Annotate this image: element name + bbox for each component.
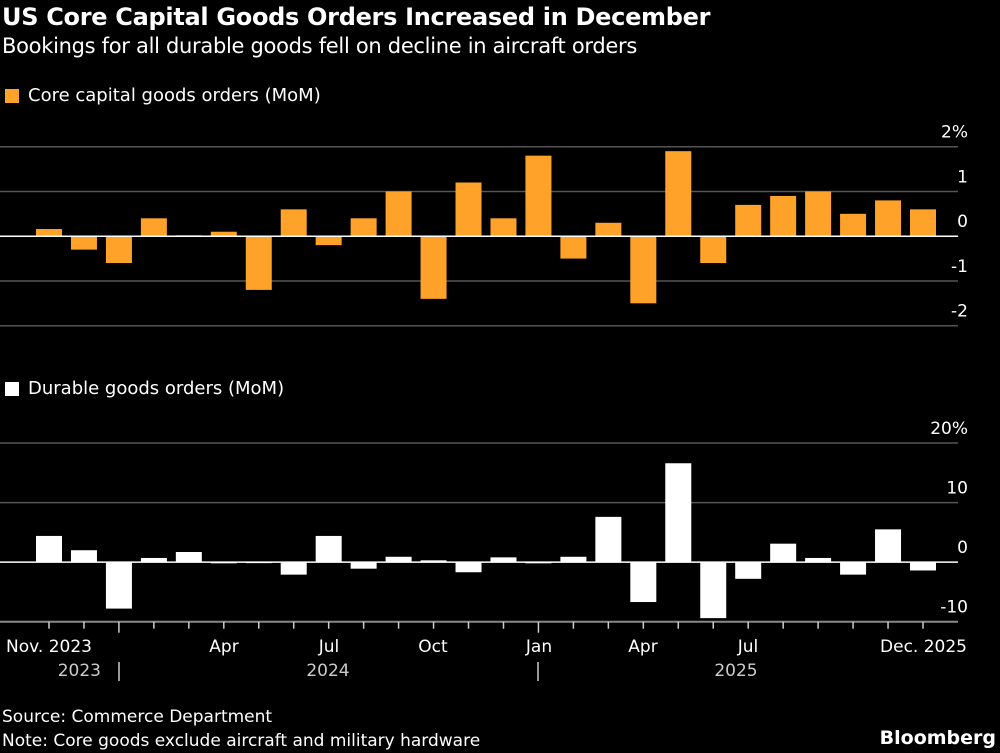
core-bar-2024-04 [210,231,237,237]
durable-bar-2025-06 [700,562,727,619]
y-tick-label: -10 [940,598,968,618]
core-bar-2024-08 [350,218,377,237]
core-bar-2025-10 [840,213,867,237]
core-bar-2023-11 [36,229,62,237]
core-bar-2024-07 [315,236,342,246]
durable-bar-2025-03 [595,516,622,563]
durable-bar-2024-07 [315,535,342,563]
durable-bar-2025-12 [910,562,936,571]
durable-bar-2024-11 [455,562,482,573]
durable-bar-2024-02 [140,557,167,563]
x-tick-label: Jul [737,637,759,657]
legend-swatch-core [5,88,19,103]
durable-bar-2025-08 [770,543,797,563]
durable-bar-2024-01 [105,562,132,609]
core-bar-2025-09 [805,191,832,237]
durable-bar-2024-06 [280,562,307,575]
core-bar-2025-06 [700,236,727,264]
x-tick-label: Oct [418,637,448,657]
core-bar-2024-10 [420,236,447,299]
x-year-label: 2023 [58,661,101,681]
chart-subtitle: Bookings for all durable goods fell on d… [2,34,637,58]
legend-label-core: Core capital goods orders (MoM) [28,85,321,106]
chart-title: US Core Capital Goods Orders Increased i… [2,3,711,31]
core-bar-2024-06 [280,209,307,237]
x-year-label: 2024 [306,661,349,681]
durable-bar-2024-03 [175,552,202,563]
core-bar-2025-04 [630,236,657,304]
durable-bar-2025-07 [735,562,762,579]
core-bar-2024-12 [490,218,517,237]
y-tick-label: 2% [941,123,968,143]
core-bar-2024-09 [385,191,412,237]
x-tick-label: Apr [628,637,657,657]
core-bar-2024-01 [105,236,132,264]
core-bar-2025-02 [560,236,587,259]
x-axis: Nov. 2023 Apr Jul Oct Jan Apr Jul Dec. 2… [6,637,967,681]
x-tick-label: Nov. 2023 [6,637,92,657]
core-bar-2025-07 [735,204,762,237]
core-bar-2025-03 [595,222,622,237]
x-tick-label: Jan [525,637,552,657]
durable-bar-2025-05 [665,463,692,563]
y-tick-label: -2 [951,302,968,322]
core-bar-2025-12 [910,209,936,237]
y-tick-label: 0 [957,538,968,558]
durable-bar-2024-12 [490,557,517,563]
durable-bar-2025-09 [805,557,832,563]
durable-bar-2024-10 [420,560,447,563]
y-tick-label: 0 [957,212,968,232]
durable-bar-2023-11 [36,535,62,563]
y-tick-label: -1 [951,257,968,277]
core-bar-2024-11 [455,182,482,237]
footnote: Note: Core goods exclude aircraft and mi… [2,731,481,751]
durable-bar-2024-09 [385,556,412,563]
durable-bar-2023-12 [70,550,97,563]
core-bar-2025-01 [525,155,552,237]
durable-bar-2025-11 [875,529,902,563]
core-bar-2025-08 [770,195,797,237]
x-tick-label: Apr [209,637,238,657]
durable-bar-2025-04 [630,562,657,603]
y-tick-label: 20% [930,419,968,439]
core-bar-2023-12 [70,236,97,250]
legend-core: Core capital goods orders (MoM) [5,85,321,106]
core-bar-2024-05 [245,236,272,290]
core-bar-2025-05 [665,151,692,237]
durable-bar-2025-10 [840,562,867,575]
durable-chart: 20% 10 0 -10 [0,419,968,633]
core-bar-2025-11 [875,200,902,237]
y-tick-label: 10 [946,479,968,499]
y-tick-label: 1 [957,167,968,187]
x-tick-label: Jul [318,637,340,657]
x-tick-label: Dec. 2025 [880,637,967,657]
core-bar-2024-02 [140,218,167,237]
core-chart: 2% 1 0 -1 -2 [0,123,968,327]
legend-swatch-durable [5,381,19,396]
durable-bar-2024-08 [350,562,377,569]
legend-durable: Durable goods orders (MoM) [5,378,284,399]
x-year-label: 2025 [714,661,757,681]
legend-label-durable: Durable goods orders (MoM) [28,378,285,399]
source-note: Source: Commerce Department [2,707,273,727]
durable-bar-2025-02 [560,556,587,563]
bloomberg-logo: Bloomberg [879,727,996,749]
